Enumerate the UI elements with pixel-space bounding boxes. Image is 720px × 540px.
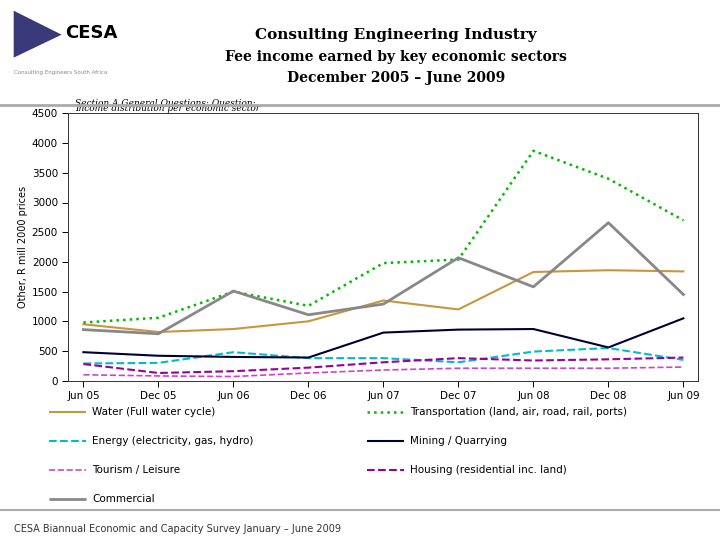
Text: Tourism / Leisure: Tourism / Leisure — [92, 465, 181, 475]
Text: Energy (electricity, gas, hydro): Energy (electricity, gas, hydro) — [92, 436, 253, 446]
Text: Consulting Engineering Industry: Consulting Engineering Industry — [255, 28, 537, 42]
Text: CESA Biannual Economic and Capacity Survey January – June 2009: CESA Biannual Economic and Capacity Surv… — [14, 524, 341, 534]
Polygon shape — [14, 11, 62, 58]
Text: Consulting Engineers South Africa: Consulting Engineers South Africa — [14, 70, 107, 75]
Text: Housing (residential inc. land): Housing (residential inc. land) — [410, 465, 567, 475]
Text: Fee income earned by key economic sectors: Fee income earned by key economic sector… — [225, 50, 567, 64]
Text: Section A General Questions: Question:: Section A General Questions: Question: — [75, 98, 255, 107]
Text: Commercial: Commercial — [92, 494, 155, 504]
Y-axis label: Other, R mill 2000 prices: Other, R mill 2000 prices — [17, 186, 27, 308]
Text: CESA: CESA — [66, 24, 118, 42]
Text: Mining / Quarrying: Mining / Quarrying — [410, 436, 508, 446]
Text: December 2005 – June 2009: December 2005 – June 2009 — [287, 71, 505, 85]
Text: Income distribution per economic sector: Income distribution per economic sector — [75, 104, 260, 113]
Text: Transportation (land, air, road, rail, ports): Transportation (land, air, road, rail, p… — [410, 407, 627, 417]
Text: Water (Full water cycle): Water (Full water cycle) — [92, 407, 215, 417]
